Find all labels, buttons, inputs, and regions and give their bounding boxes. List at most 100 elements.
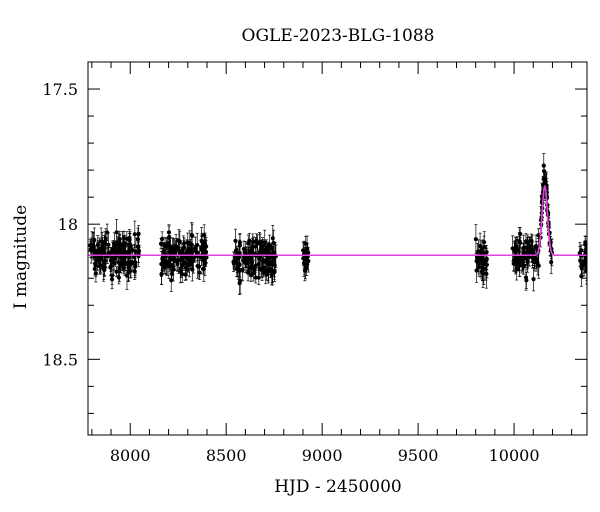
data-point [241, 246, 246, 251]
data-point [193, 248, 198, 253]
data-point [524, 278, 529, 283]
data-point [159, 261, 164, 267]
data-point [164, 244, 169, 249]
data-point [542, 169, 547, 174]
data-point [477, 244, 483, 249]
data-point [249, 260, 255, 265]
data-point [532, 260, 537, 265]
data-point [161, 249, 166, 254]
data-point [169, 278, 174, 283]
data-point [111, 260, 116, 265]
data-point [237, 243, 242, 248]
data-point [535, 262, 541, 267]
data-point [132, 255, 137, 260]
x-tick-label: 8000 [110, 446, 151, 465]
data-point [100, 243, 105, 248]
data-point [521, 245, 526, 251]
data-point [130, 259, 135, 265]
data-point [253, 275, 258, 280]
data-point [116, 275, 122, 280]
data-point [103, 258, 108, 263]
y-tick-label: 17.5 [42, 80, 78, 99]
data-point [302, 268, 307, 273]
data-point [238, 278, 243, 283]
data-point [91, 246, 96, 252]
data-point [166, 230, 172, 235]
data-point [266, 250, 271, 256]
data-point [526, 250, 531, 256]
y-tick-label: 18 [58, 215, 78, 234]
data-point [172, 246, 177, 251]
data-point [178, 266, 184, 271]
x-tick-label: 9000 [302, 446, 343, 465]
data-point [135, 237, 141, 242]
data-point [197, 270, 202, 275]
data-point [262, 240, 267, 245]
data-point [98, 256, 104, 261]
data-point [195, 242, 200, 248]
data-point [126, 265, 131, 270]
data-point [579, 262, 585, 268]
plot-area [88, 153, 587, 295]
data-point [269, 245, 274, 251]
data-point [250, 244, 255, 250]
data-point [164, 261, 169, 266]
data-point [529, 238, 534, 244]
data-point [268, 261, 273, 267]
data-point [114, 269, 119, 274]
data-point [121, 265, 126, 270]
data-point [124, 273, 130, 278]
data-point [162, 265, 167, 270]
data-point [94, 248, 100, 254]
data-point [199, 245, 204, 250]
data-point [473, 237, 478, 242]
data-point [182, 241, 187, 246]
data-point [136, 231, 141, 236]
data-point [260, 244, 265, 249]
data-point [482, 245, 487, 250]
data-point [231, 261, 237, 266]
data-point [177, 239, 182, 244]
data-point [251, 271, 256, 276]
data-point [93, 261, 98, 266]
data-point [117, 241, 122, 246]
data-point [479, 257, 484, 262]
data-point [196, 264, 202, 269]
data-point [235, 262, 241, 267]
data-point [266, 256, 271, 261]
data-point [303, 263, 308, 269]
data-point [203, 255, 208, 260]
data-point [109, 273, 115, 278]
data-point [183, 261, 188, 266]
data-point [202, 261, 208, 266]
data-point [114, 230, 119, 235]
data-point [93, 271, 98, 276]
data-point [578, 258, 583, 263]
data-point [103, 236, 108, 241]
x-tick-label: 8500 [206, 446, 247, 465]
data-point [251, 239, 256, 245]
data-point [117, 236, 122, 242]
data-point [106, 242, 111, 247]
data-point [167, 244, 172, 249]
data-point [183, 272, 188, 277]
y-axis-label: I magnitude [11, 205, 31, 309]
data-point [259, 247, 264, 252]
data-point [474, 268, 479, 273]
data-point [303, 241, 308, 246]
data-point [100, 246, 105, 251]
data-point [270, 236, 275, 241]
data-point [170, 264, 175, 269]
data-point [122, 241, 127, 246]
data-point [97, 264, 102, 269]
data-point [191, 258, 196, 263]
data-point [189, 232, 194, 238]
data-point [189, 242, 194, 247]
data-point [112, 241, 117, 246]
data-point [110, 248, 116, 254]
data-point [176, 258, 181, 263]
data-point [257, 255, 262, 260]
data-point [201, 266, 206, 272]
data-point [476, 265, 481, 270]
